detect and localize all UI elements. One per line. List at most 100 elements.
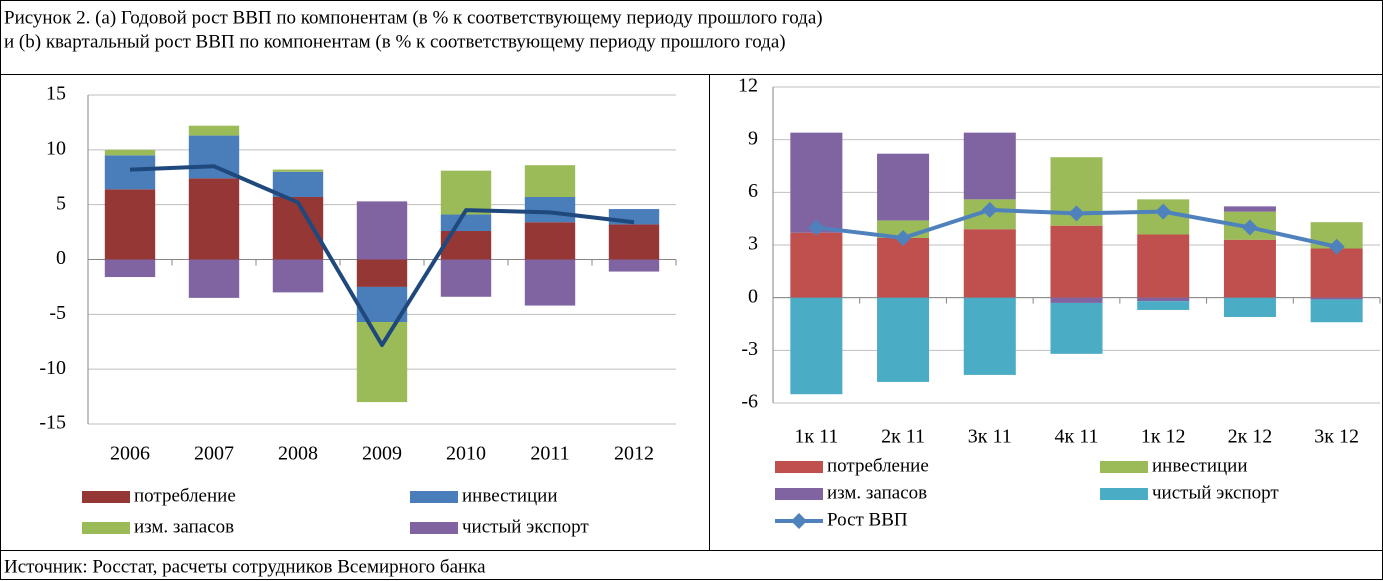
bar: [104, 189, 156, 260]
source: Источник: Росстат, расчеты сотрудников В…: [4, 556, 486, 577]
bar: [1137, 297, 1190, 302]
bar: [1137, 234, 1190, 298]
bar: [1137, 301, 1190, 310]
bar: [524, 196, 576, 223]
marker: [981, 201, 998, 218]
bar: [188, 135, 240, 179]
legend-label: инвестиции: [1152, 455, 1248, 476]
bar: [963, 297, 1016, 375]
legend-label: потребление: [134, 485, 236, 506]
bar: [524, 165, 576, 197]
bar: [104, 155, 156, 190]
bar: [790, 232, 843, 298]
x-tick-label: 3к 11: [968, 426, 1012, 448]
bar: [790, 132, 843, 233]
bar: [440, 170, 492, 215]
x-tick-label: 2010: [446, 443, 486, 465]
y-tick-label: 5: [56, 192, 66, 214]
y-tick-label: 3: [748, 233, 758, 255]
x-tick-label: 2006: [110, 443, 150, 465]
marker: [895, 229, 912, 246]
bar: [188, 178, 240, 260]
bar: [440, 259, 492, 297]
y-tick-label: 10: [46, 137, 66, 159]
bar: [524, 259, 576, 306]
bar: [608, 224, 660, 260]
bar: [963, 229, 1016, 298]
bar: [1223, 206, 1276, 212]
y-tick-label: -5: [49, 302, 66, 324]
caption-line: и (b) квартальный рост ВВП по компонента…: [4, 31, 786, 52]
legend-swatch: [775, 488, 823, 500]
y-tick-label: 0: [748, 285, 758, 307]
bar: [272, 169, 324, 172]
marker: [1241, 219, 1258, 236]
legend-swatch: [775, 461, 823, 473]
x-tick-label: 2012: [614, 443, 654, 465]
bar: [1310, 297, 1363, 300]
y-tick-label: 6: [748, 180, 758, 202]
x-tick-label: 2008: [278, 443, 318, 465]
legend-label: изм. запасов: [134, 516, 234, 537]
marker: [808, 219, 825, 236]
bar: [1310, 299, 1363, 323]
x-tick-label: 3к 12: [1314, 426, 1359, 448]
legend-label: изм. запасов: [827, 482, 927, 503]
bar: [1050, 302, 1103, 354]
y-tick-label: 9: [748, 127, 758, 149]
legend-swatch: [82, 491, 130, 503]
y-tick-label: 12: [738, 75, 758, 97]
x-tick-label: 1к 12: [1141, 426, 1186, 448]
bar: [790, 297, 843, 395]
caption-line: Рисунок 2. (a) Годовой рост ВВП по компо…: [4, 7, 823, 28]
x-tick-label: 1к 11: [794, 426, 838, 448]
y-tick-label: 15: [46, 83, 66, 105]
marker: [1328, 238, 1345, 255]
legend-label: чистый экспорт: [462, 516, 589, 537]
legend-label: Рост ВВП: [827, 509, 908, 530]
legend-label: потребление: [827, 455, 929, 476]
bar: [1223, 239, 1276, 298]
bar: [877, 237, 930, 298]
bar: [104, 149, 156, 156]
bar: [877, 297, 930, 382]
bar: [877, 153, 930, 221]
x-tick-label: 2007: [194, 443, 234, 465]
y-tick-label: -3: [741, 338, 758, 360]
marker: [1068, 205, 1085, 222]
legend-label: инвестиции: [462, 485, 558, 506]
x-tick-label: 2009: [362, 443, 402, 465]
bar: [963, 132, 1016, 200]
legend-swatch: [410, 522, 458, 534]
bar: [188, 125, 240, 136]
bar: [524, 222, 576, 260]
legend-swatch: [1100, 488, 1148, 500]
y-tick-label: -15: [39, 412, 66, 434]
x-tick-label: 2к 12: [1228, 426, 1273, 448]
legend-swatch: [1100, 461, 1148, 473]
bar: [1050, 225, 1103, 298]
bar: [356, 201, 408, 260]
legend-swatch: [82, 522, 130, 534]
bar: [608, 259, 660, 272]
bar: [1310, 248, 1363, 298]
x-tick-label: 2к 11: [881, 426, 925, 448]
bar: [1050, 297, 1103, 303]
bar: [272, 259, 324, 293]
bar: [440, 214, 492, 231]
x-tick-label: 2011: [530, 443, 569, 465]
bar: [1223, 297, 1276, 317]
y-tick-label: 0: [56, 247, 66, 269]
x-tick-label: 4к 11: [1055, 426, 1099, 448]
y-tick-label: -6: [741, 391, 758, 413]
legend-label: чистый экспорт: [1152, 482, 1279, 503]
line: [129, 164, 635, 348]
marker: [1155, 203, 1172, 220]
legend-swatch: [791, 513, 807, 529]
legend-swatch: [410, 491, 458, 503]
bar: [272, 171, 324, 197]
y-tick-label: -10: [39, 357, 66, 379]
bar: [356, 259, 408, 287]
